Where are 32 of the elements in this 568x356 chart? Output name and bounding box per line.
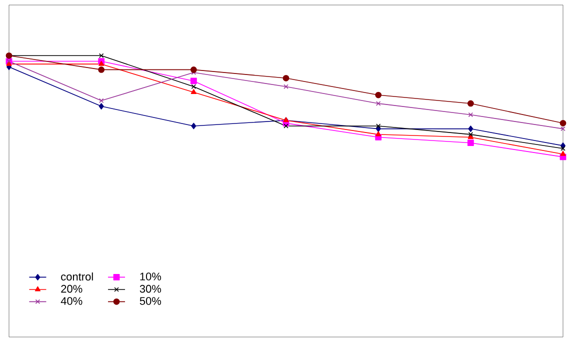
legend-label: control (61, 272, 93, 281)
point (98, 60, 104, 66)
point (468, 112, 474, 118)
legend-label: 10% (140, 272, 162, 280)
point (560, 126, 566, 132)
point (376, 131, 382, 136)
point (284, 84, 288, 89)
point (98, 103, 104, 110)
point (468, 126, 474, 132)
point (98, 53, 104, 58)
point (467, 100, 474, 107)
point (98, 98, 104, 104)
legend-label: 30% (140, 284, 162, 293)
point (468, 132, 474, 137)
point (284, 124, 288, 128)
point (467, 140, 474, 146)
legend-label: 50% (140, 297, 162, 305)
point (282, 74, 290, 82)
point (376, 124, 381, 128)
point (560, 120, 566, 126)
point (560, 146, 566, 151)
point (191, 84, 196, 89)
point (190, 89, 196, 94)
point (375, 92, 382, 98)
point (560, 150, 566, 156)
point (190, 78, 197, 84)
point (98, 66, 105, 73)
legend-label: 20% (61, 284, 82, 293)
point (191, 122, 196, 130)
point (376, 101, 381, 106)
point (190, 66, 197, 73)
legend-label: 40% (60, 297, 82, 305)
